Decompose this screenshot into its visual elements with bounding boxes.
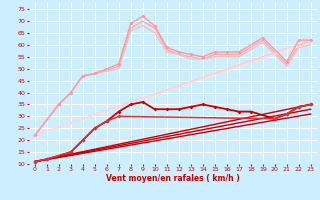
X-axis label: Vent moyen/en rafales ( km/h ): Vent moyen/en rafales ( km/h ): [106, 174, 240, 183]
